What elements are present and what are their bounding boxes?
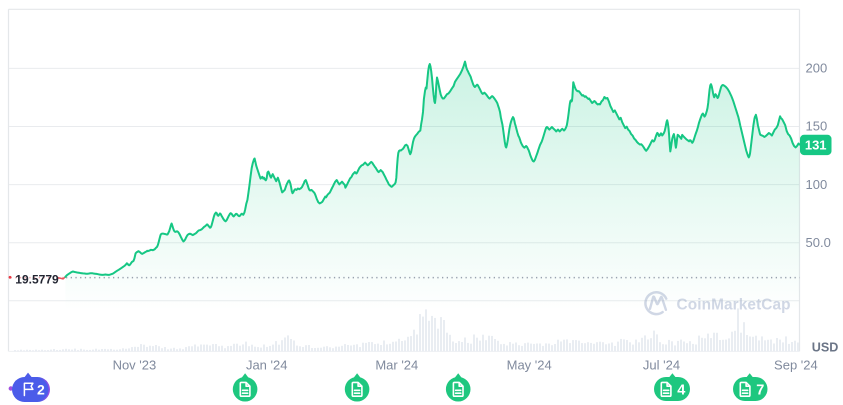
svg-text:Mar '24: Mar '24 (375, 358, 418, 373)
svg-text:50.0: 50.0 (806, 235, 831, 250)
svg-text:Nov '23: Nov '23 (113, 358, 157, 373)
svg-text:200: 200 (806, 61, 828, 76)
svg-text:May '24: May '24 (507, 358, 552, 373)
svg-text:100: 100 (806, 177, 828, 192)
svg-text:2: 2 (37, 382, 45, 398)
svg-text:Sep '24: Sep '24 (774, 358, 818, 373)
svg-text:Jan '24: Jan '24 (246, 358, 288, 373)
svg-text:4: 4 (677, 382, 685, 398)
svg-text:150: 150 (806, 118, 828, 133)
svg-text:7: 7 (756, 382, 764, 398)
svg-text:19.5779: 19.5779 (15, 273, 59, 287)
svg-text:Jul '24: Jul '24 (643, 358, 680, 373)
svg-text:USD: USD (812, 341, 839, 355)
svg-text:131: 131 (805, 138, 827, 153)
svg-text:CoinMarketCap: CoinMarketCap (677, 296, 791, 313)
